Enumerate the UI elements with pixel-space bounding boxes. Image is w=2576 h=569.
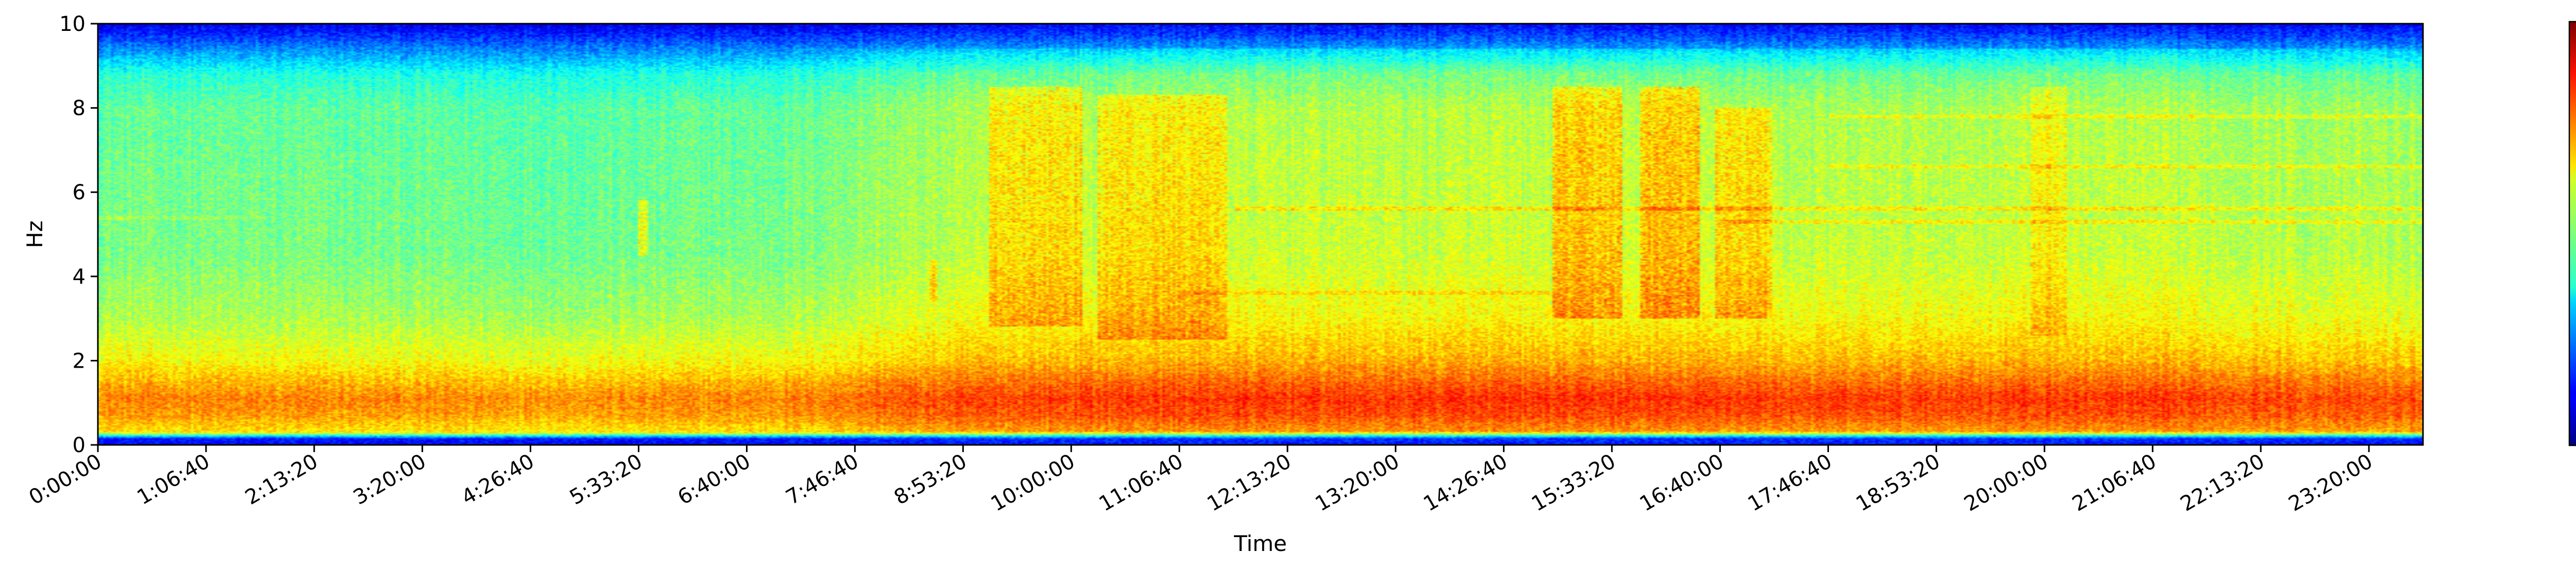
x-tick-label: 3:20:00 (349, 450, 430, 510)
x-tick-label: 7:46:40 (782, 450, 863, 510)
x-tick-label: 0:00:00 (25, 450, 106, 510)
x-axis-label: Time (1233, 531, 1287, 556)
y-tick-label: 6 (73, 181, 86, 204)
y-tick-label: 8 (73, 97, 86, 120)
y-axis: 0 2 4 6 8 10 (59, 12, 98, 457)
x-tick-label: 15:33:20 (1528, 450, 1620, 516)
y-tick-label: 0 (73, 434, 86, 457)
x-tick-label: 12:13:20 (1203, 450, 1295, 516)
x-tick-label: 14:26:40 (1419, 450, 1512, 516)
x-tick-label: 8:53:20 (890, 450, 971, 510)
colorbar (2568, 21, 2576, 446)
x-tick-label: 11:06:40 (1095, 450, 1187, 516)
x-tick-label: 16:40:00 (1636, 450, 1728, 516)
spectrogram-image (98, 24, 2423, 445)
x-tick-label: 10:00:00 (987, 450, 1079, 516)
x-tick-label: 4:26:40 (457, 450, 538, 510)
x-axis: 0:00:00 1:06:40 2:13:20 3:20:00 4:26:40 5:33:… (25, 445, 2377, 516)
plot-frame (97, 23, 2424, 446)
y-tick-label: 4 (73, 265, 86, 289)
x-tick-label: 20:00:00 (1960, 450, 2053, 516)
y-tick-label: 2 (73, 349, 86, 373)
x-tick-label: 2:13:20 (241, 450, 322, 510)
x-tick-label: 18:53:20 (1852, 450, 1944, 516)
x-tick-label: 13:20:00 (1311, 450, 1403, 516)
x-tick-label: 17:46:40 (1744, 450, 1836, 516)
y-tick-label: 10 (59, 12, 86, 36)
x-tick-label: 23:20:00 (2284, 450, 2377, 516)
x-tick-label: 22:13:20 (2177, 450, 2269, 516)
y-axis-label: Hz (22, 220, 47, 248)
x-tick-label: 21:06:40 (2069, 450, 2161, 516)
x-tick-label: 1:06:40 (133, 450, 214, 510)
x-tick-label: 5:33:20 (566, 450, 647, 510)
x-tick-label: 6:40:00 (674, 450, 755, 510)
spectrogram-raster (98, 24, 2423, 445)
